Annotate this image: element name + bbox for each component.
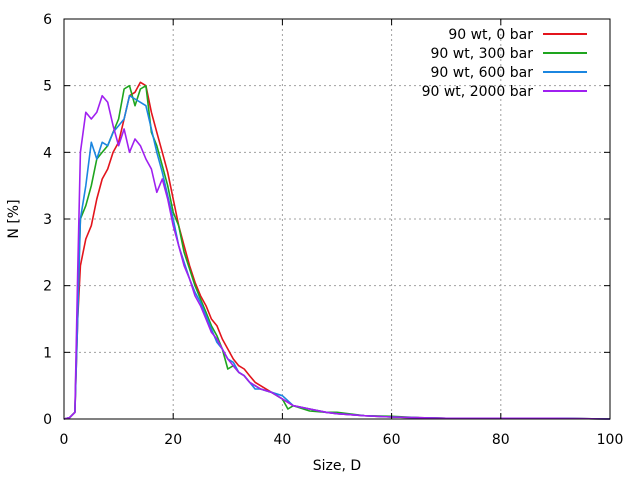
axis-ticks: 0 20 40 60 80 100 0 1 2 3 4 5 6 xyxy=(43,12,623,448)
y-tick-label: 2 xyxy=(43,279,52,295)
y-tick-label: 4 xyxy=(43,145,52,161)
series-lines xyxy=(63,81,611,420)
y-tick-label: 0 xyxy=(43,412,52,428)
legend-label-2: 90 wt, 300 bar xyxy=(431,46,534,62)
series-line-3 xyxy=(63,94,611,420)
x-tick-label: 40 xyxy=(273,432,291,448)
x-tick-label: 100 xyxy=(597,432,624,448)
x-tick-label: 0 xyxy=(60,432,69,448)
legend-label-3: 90 wt, 600 bar xyxy=(431,65,534,81)
legend: 90 wt, 0 bar 90 wt, 300 bar 90 wt, 600 bar… xyxy=(422,27,587,100)
series-line-1 xyxy=(63,81,611,420)
series-line-4 xyxy=(63,94,611,420)
x-tick-label: 80 xyxy=(492,432,510,448)
y-axis-label: N [%] xyxy=(6,199,22,238)
legend-label-1: 90 wt, 0 bar xyxy=(448,27,533,43)
x-tick-label: 60 xyxy=(383,432,401,448)
x-axis-label: Size, D xyxy=(313,458,361,474)
legend-label-4: 90 wt, 2000 bar xyxy=(422,84,534,100)
y-tick-label: 5 xyxy=(43,79,52,95)
y-tick-label: 1 xyxy=(43,345,52,361)
y-tick-label: 3 xyxy=(43,212,52,228)
y-tick-label: 6 xyxy=(43,12,52,28)
series-line-2 xyxy=(63,84,611,420)
grid-lines xyxy=(64,19,610,419)
x-tick-label: 20 xyxy=(164,432,182,448)
